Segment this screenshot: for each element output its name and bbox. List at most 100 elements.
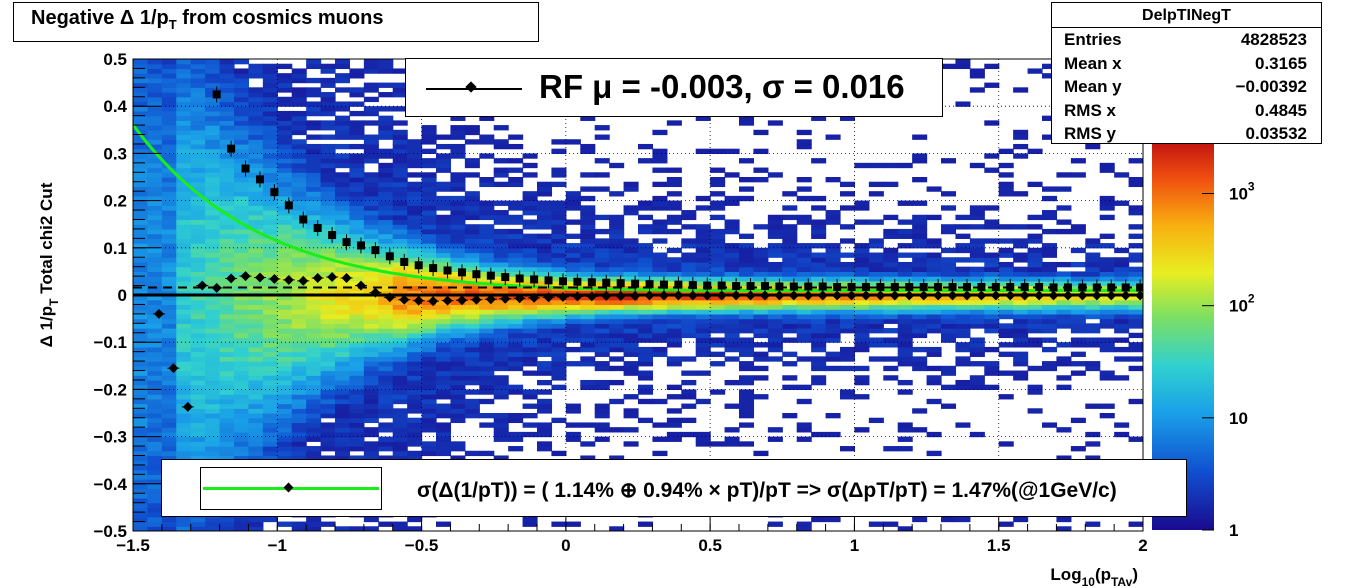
heatmap-cell bbox=[825, 134, 841, 140]
heatmap-cell bbox=[378, 346, 394, 353]
heatmap-cell bbox=[493, 243, 509, 249]
heatmap-cell bbox=[320, 328, 336, 334]
heatmap-cell bbox=[277, 431, 293, 438]
heatmap-cell bbox=[378, 167, 394, 173]
heatmap-cell bbox=[479, 299, 495, 306]
heatmap-cell bbox=[421, 148, 437, 154]
heatmap-cell bbox=[190, 214, 206, 221]
heatmap-cell bbox=[1085, 365, 1101, 372]
heatmap-cell bbox=[1128, 276, 1143, 282]
heatmap-cell bbox=[248, 129, 264, 136]
heatmap-cell bbox=[551, 261, 567, 268]
heatmap-cell bbox=[335, 285, 351, 291]
heatmap-cell bbox=[897, 261, 913, 268]
heatmap-cell bbox=[407, 455, 423, 461]
heatmap-cell bbox=[147, 479, 163, 485]
heatmap-cell bbox=[1042, 304, 1058, 310]
heatmap-cell bbox=[234, 521, 250, 527]
heatmap-cell bbox=[205, 342, 221, 348]
heatmap-cell bbox=[508, 219, 524, 225]
heatmap-cell bbox=[392, 247, 408, 254]
heatmap-cell bbox=[277, 318, 293, 324]
heatmap-cell bbox=[1128, 313, 1143, 320]
heatmap-cell bbox=[565, 139, 581, 145]
heatmap-cell bbox=[277, 455, 293, 461]
heatmap-cell bbox=[133, 450, 149, 457]
heatmap-cell bbox=[739, 243, 755, 249]
heatmap-cell bbox=[407, 280, 423, 287]
heatmap-cell bbox=[854, 332, 870, 339]
heatmap-cell bbox=[551, 384, 567, 390]
heatmap-cell bbox=[1099, 337, 1115, 343]
heatmap-cell bbox=[969, 238, 985, 244]
heatmap-cell bbox=[724, 224, 740, 230]
heatmap-cell bbox=[1070, 309, 1086, 315]
heatmap-cell bbox=[1042, 323, 1058, 329]
heatmap-cell bbox=[147, 304, 163, 310]
heatmap-cell bbox=[436, 328, 452, 334]
heatmap-cell bbox=[926, 238, 942, 244]
heatmap-cell bbox=[291, 295, 307, 301]
heatmap-cell bbox=[363, 252, 379, 258]
heatmap-cell bbox=[912, 224, 928, 230]
heatmap-cell bbox=[580, 337, 596, 343]
heatmap-cell bbox=[969, 247, 985, 254]
heatmap-cell bbox=[133, 167, 149, 173]
heatmap-cell bbox=[955, 379, 971, 386]
heatmap-cell bbox=[681, 295, 697, 301]
heatmap-cell bbox=[565, 252, 581, 258]
heatmap-cell bbox=[753, 356, 769, 362]
heatmap-cell bbox=[291, 313, 307, 320]
sigma-marker bbox=[1121, 283, 1130, 292]
heatmap-cell bbox=[320, 276, 336, 282]
heatmap-cell bbox=[234, 436, 250, 442]
heatmap-cell bbox=[291, 337, 307, 343]
heatmap-cell bbox=[464, 228, 480, 235]
heatmap-cell bbox=[955, 257, 971, 263]
heatmap-cell bbox=[421, 238, 437, 244]
heatmap-cell bbox=[623, 257, 639, 263]
heatmap-cell bbox=[277, 422, 293, 428]
heatmap-cell bbox=[133, 162, 149, 169]
heatmap-cell bbox=[724, 195, 740, 202]
heatmap-cell bbox=[147, 77, 163, 84]
heatmap-cell bbox=[133, 318, 149, 324]
heatmap-cell bbox=[695, 280, 711, 287]
heatmap-cell bbox=[407, 290, 423, 296]
heatmap-cell bbox=[436, 290, 452, 296]
heatmap-cell bbox=[219, 427, 235, 433]
heatmap-cell bbox=[551, 167, 567, 173]
heatmap-cell bbox=[479, 309, 495, 315]
heatmap-cell bbox=[147, 219, 163, 225]
heatmap-cell bbox=[190, 271, 206, 277]
heatmap-cell bbox=[825, 261, 841, 268]
heatmap-cell bbox=[320, 413, 336, 419]
heatmap-cell bbox=[1099, 162, 1115, 169]
heatmap-cell bbox=[306, 313, 322, 320]
heatmap-cell bbox=[739, 186, 755, 192]
mean-marker bbox=[485, 294, 496, 305]
heatmap-cell bbox=[147, 115, 163, 121]
heatmap-cell bbox=[133, 455, 149, 461]
heatmap-cell bbox=[493, 295, 509, 301]
heatmap-cell bbox=[739, 290, 755, 296]
heatmap-cell bbox=[551, 205, 567, 211]
heatmap-cell bbox=[508, 228, 524, 235]
heatmap-cell bbox=[1099, 318, 1115, 324]
heatmap-cell bbox=[161, 280, 177, 287]
heatmap-cell bbox=[262, 96, 278, 103]
heatmap-cell bbox=[984, 365, 1000, 372]
heatmap-cell bbox=[363, 210, 379, 216]
heatmap-cell bbox=[234, 101, 250, 107]
heatmap-cell bbox=[392, 177, 408, 183]
heatmap-cell bbox=[868, 313, 884, 320]
heatmap-cell bbox=[941, 323, 957, 329]
mean-marker bbox=[846, 290, 857, 301]
heatmap-cell bbox=[262, 384, 278, 390]
heatmap-cell bbox=[248, 266, 264, 272]
heatmap-cell bbox=[277, 96, 293, 103]
heatmap-cell bbox=[205, 351, 221, 357]
heatmap-cell bbox=[335, 120, 351, 126]
heatmap-cell bbox=[147, 110, 163, 117]
heatmap-cell bbox=[753, 313, 769, 320]
